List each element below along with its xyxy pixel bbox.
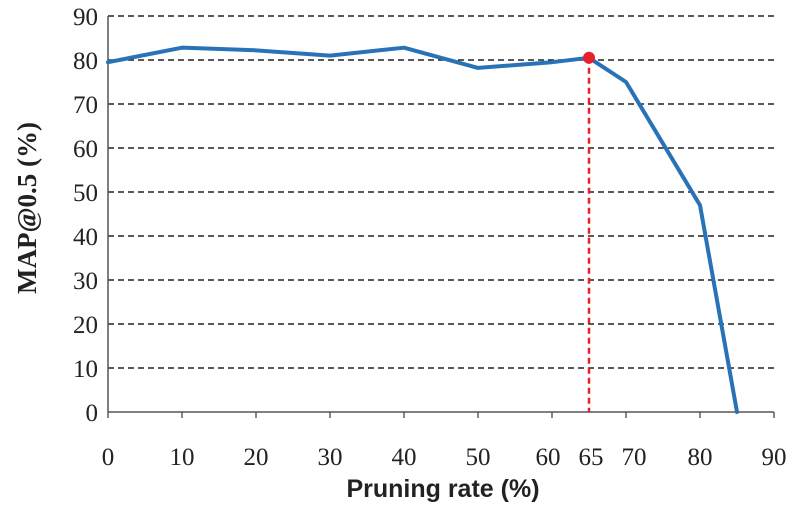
y-tick-label: 70 xyxy=(73,92,98,119)
x-tick-label: 20 xyxy=(244,444,269,471)
highlight-point xyxy=(583,51,595,64)
x-tick-label: 50 xyxy=(466,444,491,471)
y-tick-label: 40 xyxy=(73,224,98,251)
x-tick-label: 65 xyxy=(579,444,604,471)
y-tick-label: 50 xyxy=(73,180,98,207)
x-tick-label: 80 xyxy=(688,444,713,471)
y-tick-label: 30 xyxy=(73,268,98,295)
y-tick-label: 10 xyxy=(73,356,98,383)
x-tick-label: 70 xyxy=(622,444,647,471)
series-line xyxy=(106,45,739,414)
x-axis-label: Pruning rate (%) xyxy=(346,475,539,503)
y-tick-label: 80 xyxy=(73,48,98,75)
highlight-marker-group xyxy=(583,51,595,412)
x-tick-label: 30 xyxy=(318,444,343,471)
grid-lines xyxy=(108,15,774,369)
x-tick-label: 40 xyxy=(392,444,417,471)
data-series xyxy=(106,45,739,414)
y-tick-label: 0 xyxy=(86,400,99,427)
x-tick-label: 0 xyxy=(102,444,115,471)
x-tick-label: 60 xyxy=(536,444,561,471)
y-tick-label: 20 xyxy=(73,312,98,339)
y-tick-label: 90 xyxy=(73,4,98,31)
x-tick-label: 10 xyxy=(170,444,195,471)
y-tick-labels: 0 10 20 30 40 50 60 70 80 90 xyxy=(73,4,98,427)
x-tick-label: 90 xyxy=(762,444,787,471)
y-tick-label: 60 xyxy=(73,136,98,163)
y-axis-label: MAP@0.5 (%) xyxy=(12,122,42,294)
x-tick-labels: 0 10 20 30 40 50 60 65 70 80 90 xyxy=(102,444,787,471)
axes xyxy=(107,16,775,418)
